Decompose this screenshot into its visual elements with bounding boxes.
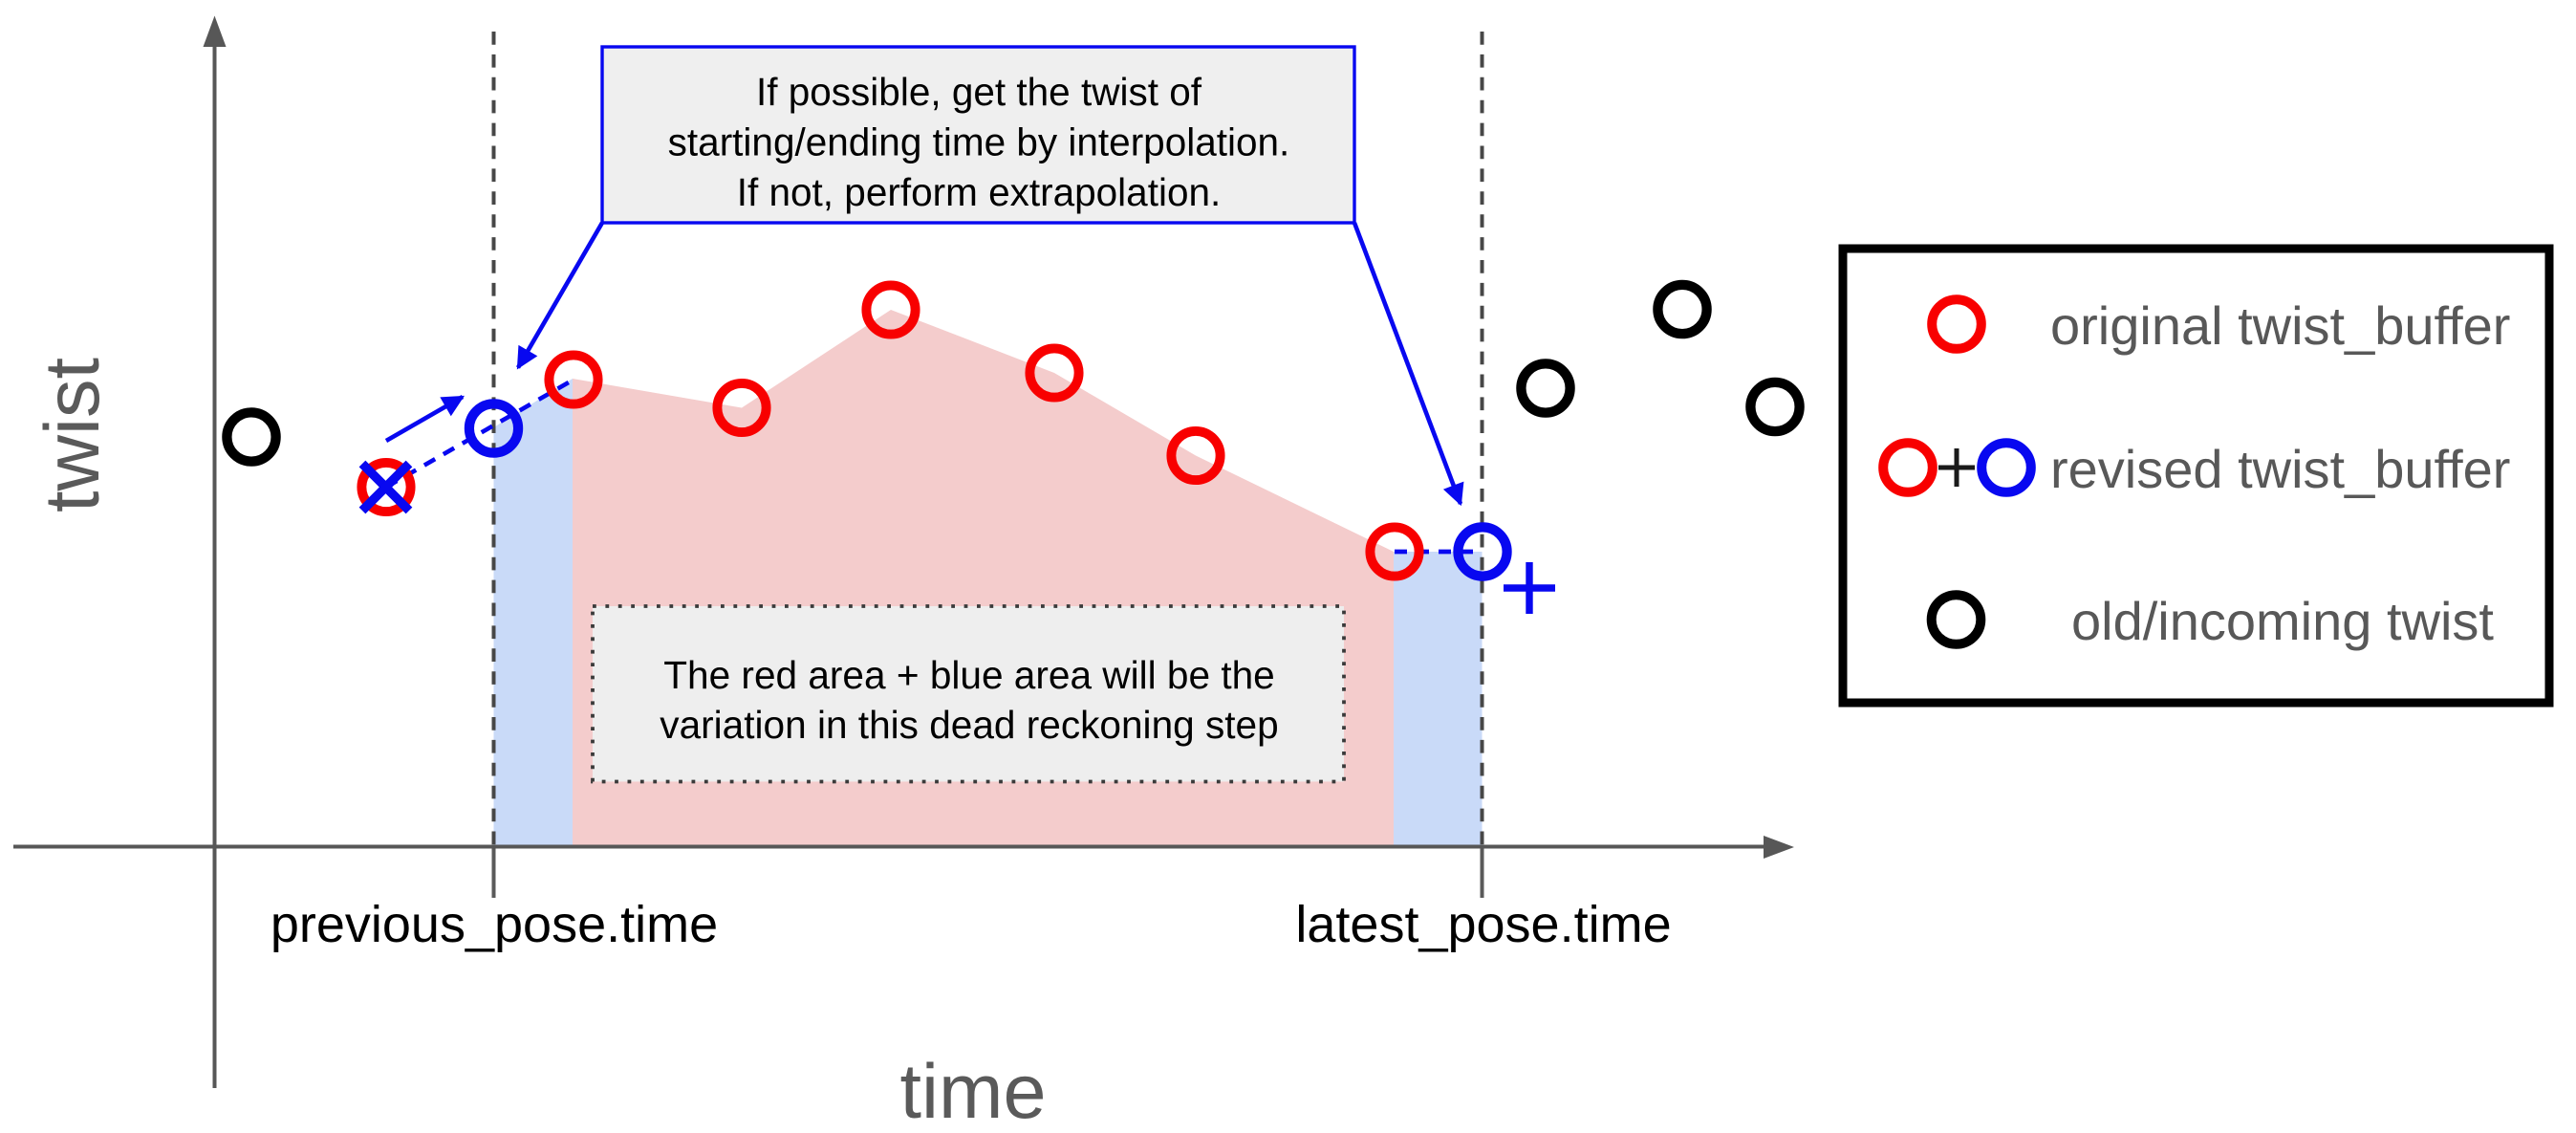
svg-text:old/incoming twist: old/incoming twist (2071, 591, 2494, 651)
svg-text:latest_pose.time: latest_pose.time (1295, 896, 1671, 953)
svg-text:If not, perform extrapolation.: If not, perform extrapolation. (737, 170, 1222, 214)
svg-text:twist: twist (30, 358, 116, 512)
svg-text:original twist_buffer: original twist_buffer (2050, 295, 2510, 356)
svg-text:The red area + blue area will: The red area + blue area will be the (663, 653, 1275, 697)
svg-text:revised twist_buffer: revised twist_buffer (2050, 439, 2510, 499)
svg-text:variation in this dead reckoni: variation in this dead reckoning step (660, 703, 1278, 747)
svg-text:time: time (899, 1049, 1046, 1133)
svg-text:previous_pose.time: previous_pose.time (271, 896, 718, 953)
svg-text:starting/ending time by interp: starting/ending time by interpolation. (668, 120, 1290, 164)
svg-text:If possible, get the twist of: If possible, get the twist of (756, 70, 1202, 114)
